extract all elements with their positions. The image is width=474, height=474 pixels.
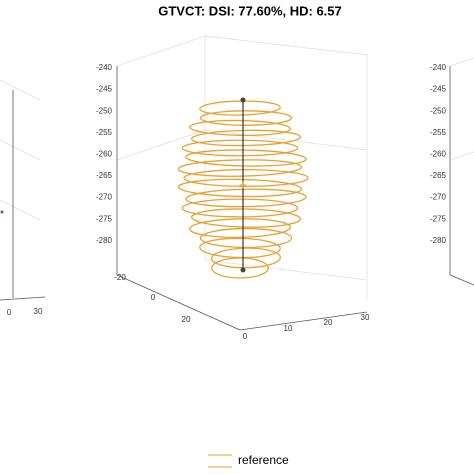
z-tick-label: -280	[430, 236, 447, 245]
z-tick-label: -255	[430, 128, 447, 137]
top-point	[240, 97, 246, 103]
reference-contours	[177, 100, 309, 279]
legend-label: reference	[238, 453, 289, 467]
z-tick-label: -275	[96, 214, 113, 223]
z-tick-label: -260	[430, 150, 447, 159]
contour	[190, 208, 302, 228]
contour	[189, 218, 291, 238]
x-tick-label: 0	[7, 308, 12, 317]
z-tick-label: -265	[430, 171, 447, 180]
x-tick-label: 20	[324, 318, 333, 327]
center-panel-axes	[116, 35, 368, 331]
contour	[199, 100, 281, 116]
centroid-marker: +	[239, 177, 247, 193]
y-tick-label: -20	[114, 273, 126, 282]
right-panel-axes	[449, 57, 474, 286]
z-tick-label: -260	[96, 150, 113, 159]
contour	[199, 110, 293, 126]
contour	[210, 247, 282, 269]
contour	[185, 188, 307, 208]
z-tick-label: -245	[430, 85, 447, 94]
z-tick-label: -275	[430, 214, 447, 223]
z-tick-label: -245	[96, 85, 113, 94]
x-tick-label: 10	[284, 324, 293, 333]
contour	[190, 129, 302, 147]
contour	[177, 178, 303, 198]
contour	[185, 149, 307, 167]
contour	[211, 257, 269, 279]
y-tick-label: 0	[151, 293, 156, 302]
contour	[181, 139, 299, 157]
bottom-point	[240, 267, 246, 273]
z-tick-label: -240	[96, 63, 113, 72]
z-tick-label: -270	[96, 193, 113, 202]
left-panel-axes	[0, 79, 46, 301]
contour	[189, 119, 291, 137]
y-tick-label: 20	[182, 315, 191, 324]
contour	[181, 198, 299, 218]
contour	[183, 169, 309, 187]
x-tick-label: 0	[243, 332, 248, 341]
z-tick-label: -250	[96, 106, 113, 115]
z-tick-label: -250	[430, 106, 447, 115]
x-tick-label: 30	[361, 313, 370, 322]
z-tick-label: -240	[430, 63, 447, 72]
z-tick-label: -280	[96, 236, 113, 245]
z-tick-label: -255	[96, 128, 113, 137]
contour	[199, 227, 293, 249]
figure-title: GTVCT: DSI: 77.60%, HD: 6.57	[158, 3, 342, 18]
contour	[177, 159, 303, 177]
z-tick-label: -265	[96, 171, 113, 180]
z-tick-label: -270	[430, 193, 447, 202]
x-tick-label: 30	[34, 307, 43, 316]
